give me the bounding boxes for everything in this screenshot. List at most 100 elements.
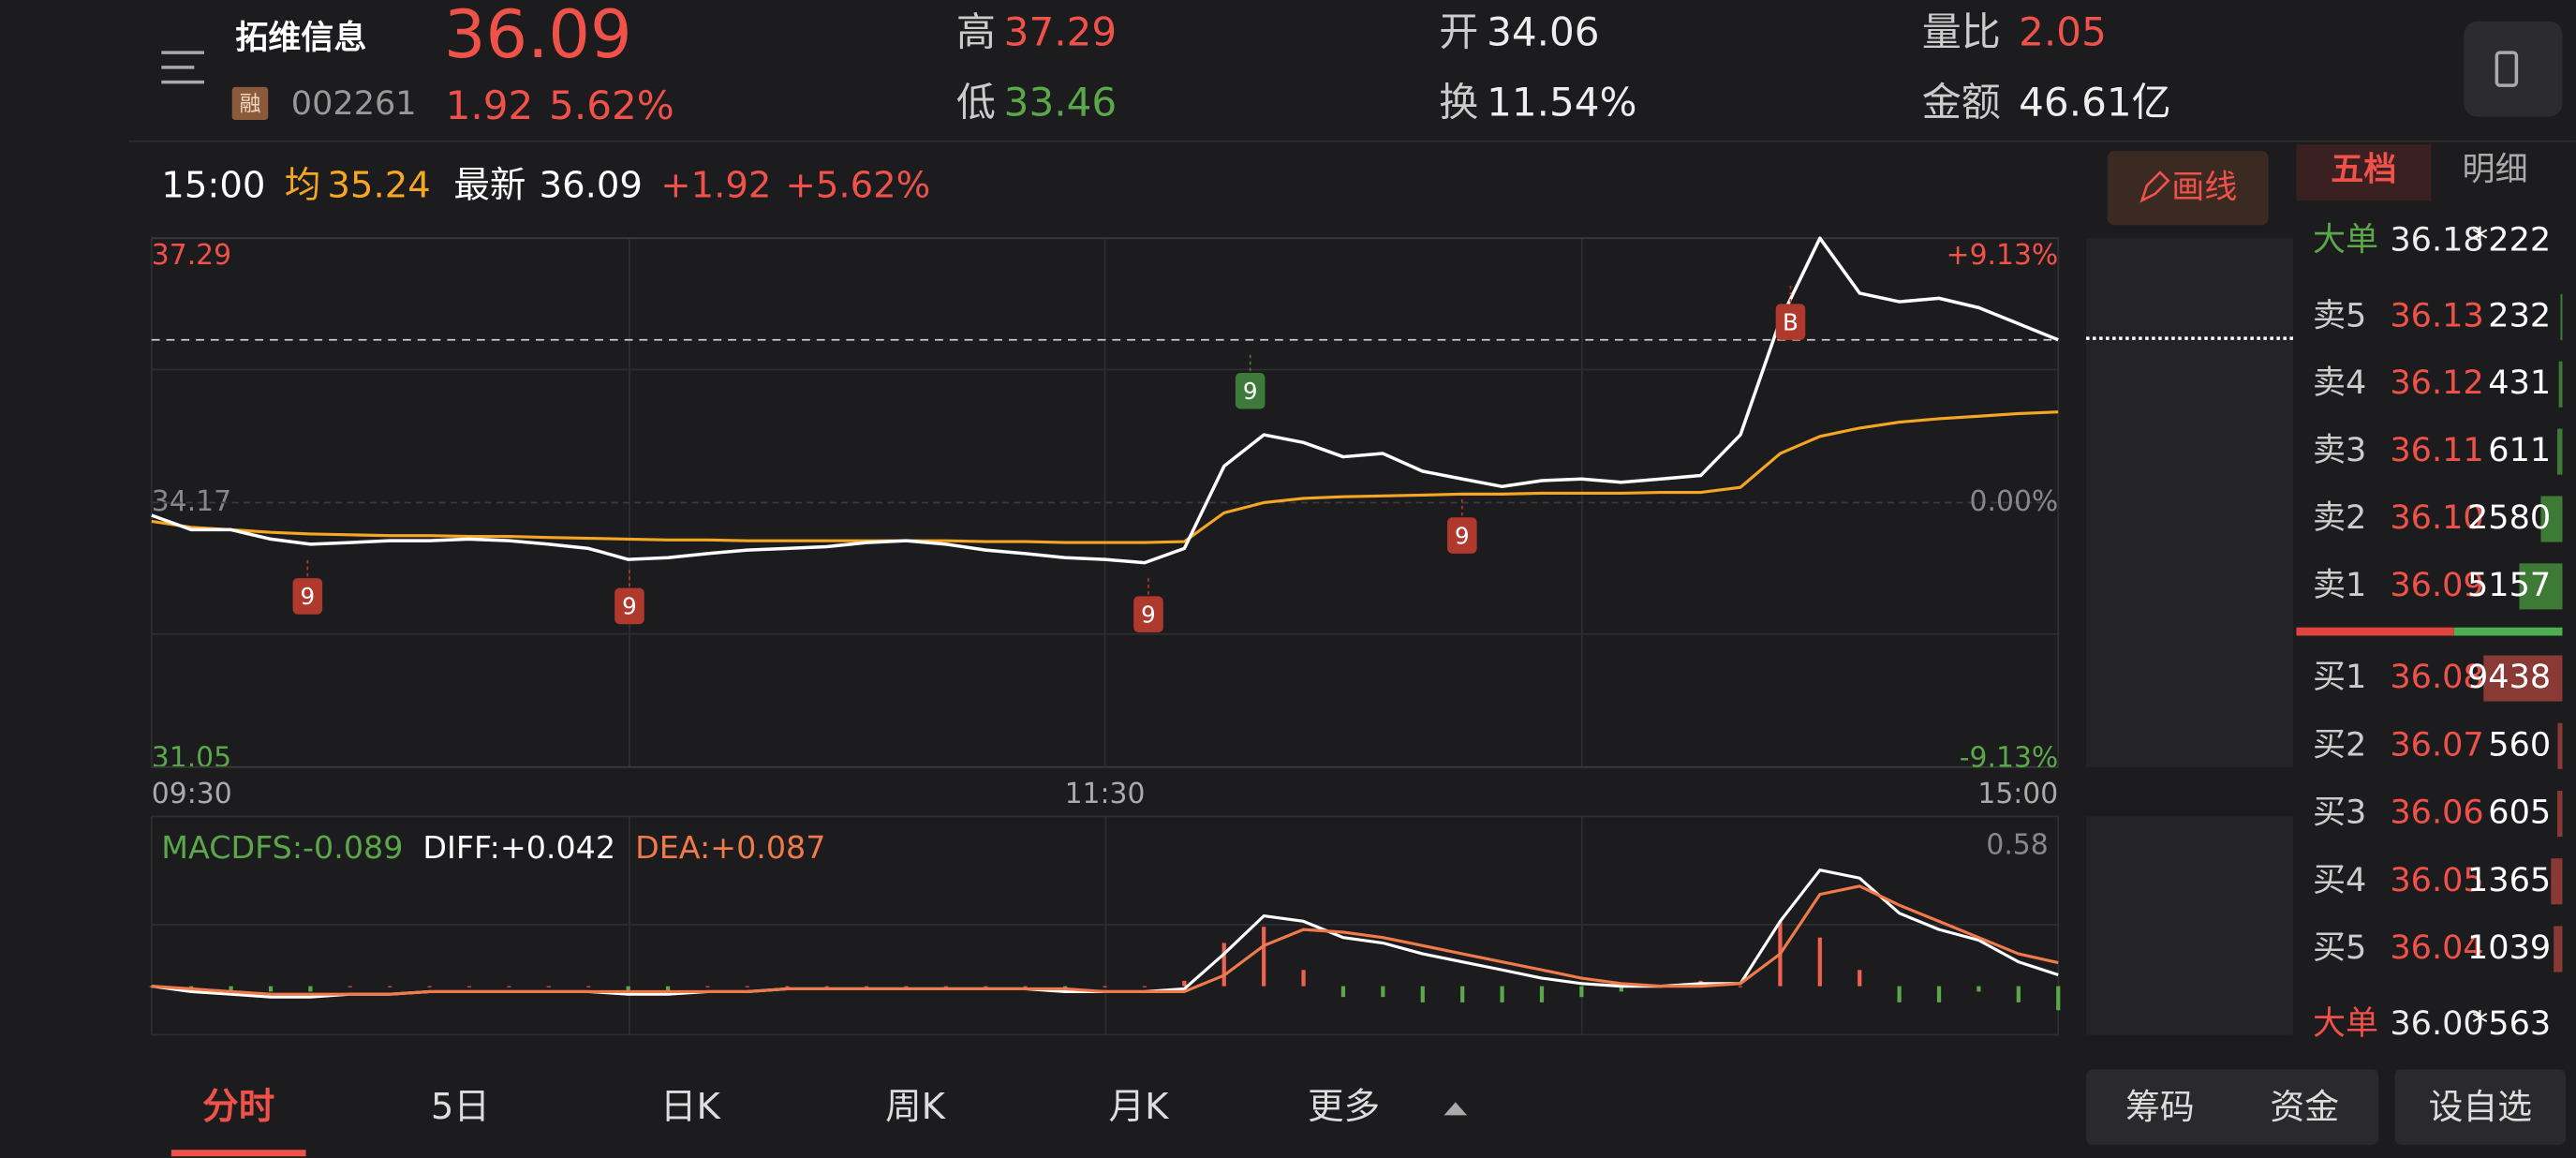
y-tick-label: 37.29: [152, 239, 231, 272]
info-change: +1.92: [660, 164, 771, 206]
change: 1.92: [446, 82, 534, 128]
x-tick-label: 15:00: [1977, 778, 2058, 810]
side-panel: [2086, 816, 2293, 1035]
ob-price: 36.04: [2390, 928, 2483, 967]
bottom-tab[interactable]: 日K: [660, 1086, 722, 1128]
tab[interactable]: 五档: [2331, 150, 2396, 188]
latest-label: 最新: [453, 164, 526, 206]
ob-price: 36.10: [2390, 498, 2483, 537]
avg: 35.24: [327, 164, 430, 206]
volume-bar: [2560, 293, 2563, 340]
ob-volume: 605: [2488, 794, 2551, 832]
high-label: 高: [956, 8, 996, 54]
ob-price: 36.08: [2390, 658, 2483, 696]
bottom-tab[interactable]: 周K: [885, 1086, 947, 1128]
stock-name: 拓维信息: [235, 19, 366, 57]
legend-entry: DIFF:+0.042: [422, 829, 615, 866]
ob-label: 大单: [2313, 1004, 2378, 1043]
low: 33.46: [1004, 80, 1117, 126]
y-tick-label: 31.05: [152, 741, 231, 774]
macd-bar: [2016, 986, 2021, 1002]
vol-ratio-label: 量比: [1922, 8, 2001, 54]
series-line: [151, 410, 2059, 544]
ob-price: 36.11: [2390, 431, 2483, 469]
ob-label: 卖5: [2313, 296, 2366, 334]
ob-price: 36.09: [2390, 566, 2483, 604]
macd-bar: [308, 986, 313, 992]
badge: 融: [240, 93, 261, 117]
x-tick-label: 11:30: [1065, 778, 1146, 810]
ob-volume: 1365: [2467, 861, 2551, 899]
macd-bar: [1460, 986, 1465, 1002]
draw-button-label[interactable]: 画线: [2171, 169, 2237, 207]
ob-label: 买1: [2313, 658, 2366, 696]
menu-icon[interactable]: [161, 51, 204, 84]
macd-bar: [1420, 986, 1425, 1002]
button-bg[interactable]: [2394, 1069, 2566, 1145]
landscape-button[interactable]: [2464, 21, 2563, 117]
amount-label: 金额: [1922, 80, 2001, 126]
turnover-label: 换: [1439, 80, 1478, 126]
signal-box: [1775, 304, 1806, 340]
ob-volume: 9438: [2467, 658, 2551, 696]
volume-bar: [2557, 428, 2563, 475]
series-line: [151, 884, 2059, 996]
ob-label: 卖1: [2313, 566, 2366, 604]
macd-bar: [626, 986, 630, 992]
stock-code: 002261: [291, 84, 417, 123]
info-change-pct: +5.62%: [786, 164, 931, 206]
signal-box: [1235, 372, 1266, 409]
open-label: 开: [1439, 8, 1478, 54]
ob-volume: 232: [2488, 296, 2551, 334]
time: 15:00: [161, 164, 265, 206]
y2-tick-label: +9.13%: [1947, 239, 2059, 272]
ob-price: 36.12: [2390, 364, 2483, 402]
signal-label: 9: [1141, 601, 1156, 628]
signal-box: [292, 578, 323, 615]
button-label[interactable]: 资金: [2270, 1087, 2339, 1127]
ob-label: 买4: [2313, 861, 2366, 899]
y-tick-label: 34.17: [152, 485, 231, 518]
bottom-tab[interactable]: 5日: [431, 1086, 490, 1128]
macd-bar: [2056, 986, 2061, 1011]
button-label[interactable]: 设自选: [2429, 1087, 2532, 1127]
amount: 46.61亿: [2019, 80, 2170, 126]
macd-bar: [1262, 927, 1266, 987]
macd-bar: [1340, 986, 1346, 998]
signal-box: [1447, 517, 1477, 554]
tab[interactable]: 明细: [2463, 150, 2528, 188]
ob-price: 36.05: [2390, 861, 2483, 899]
button-label[interactable]: 筹码: [2125, 1087, 2195, 1127]
ratio-bar-sell: [2296, 627, 2454, 636]
turnover: 11.54%: [1487, 80, 1636, 126]
ob-price: 36.00: [2390, 1004, 2483, 1043]
legend-entry: MACDFS:-0.089: [161, 829, 403, 866]
bottom-tab[interactable]: 更多: [1308, 1086, 1380, 1128]
ob-volume: 1039: [2467, 928, 2551, 967]
macd-bar: [1182, 980, 1187, 987]
ob-label: 买3: [2313, 794, 2366, 832]
x-tick-label: 09:30: [152, 778, 232, 810]
ob-volume: *563: [2472, 1004, 2551, 1043]
draw-button[interactable]: 画线: [2107, 151, 2269, 226]
bottom-tab[interactable]: 分时: [202, 1086, 274, 1128]
ob-label: 卖3: [2313, 431, 2366, 469]
macd-bar: [1897, 986, 1902, 1002]
volume-bar: [2557, 722, 2563, 769]
signal-box: [1133, 596, 1163, 632]
ob-volume: 431: [2488, 364, 2551, 402]
low-label: 低: [956, 80, 996, 126]
vol-ratio: 2.05: [2019, 8, 2107, 54]
y-tick-label: 0.58: [1986, 828, 2048, 861]
series-line: [151, 236, 2059, 565]
more-arrow[interactable]: [1443, 1102, 1468, 1116]
ob-volume: 5157: [2467, 566, 2551, 604]
bottom-tab[interactable]: 月K: [1109, 1086, 1171, 1128]
side-panel: [2086, 238, 2293, 767]
macd-bar: [268, 986, 274, 992]
price: 36.09: [444, 0, 632, 73]
button-bg[interactable]: [2086, 1069, 2379, 1145]
macd-bar: [229, 986, 233, 992]
